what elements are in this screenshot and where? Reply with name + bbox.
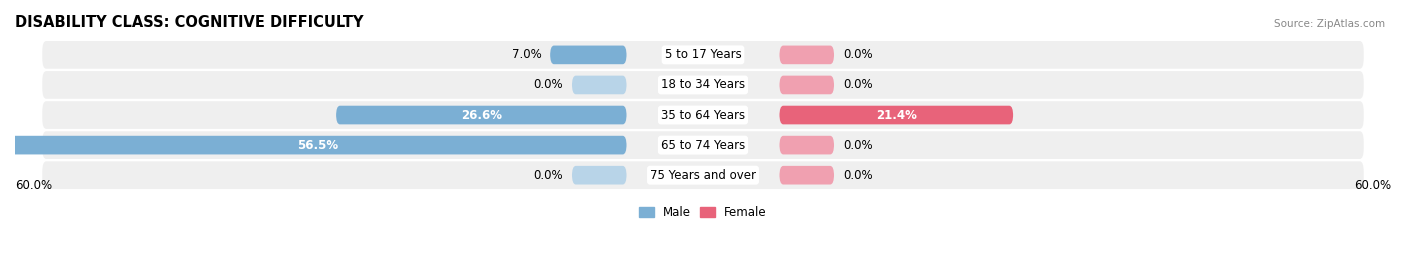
FancyBboxPatch shape <box>42 101 1364 129</box>
FancyBboxPatch shape <box>42 161 1364 189</box>
FancyBboxPatch shape <box>336 106 627 124</box>
FancyBboxPatch shape <box>779 46 834 64</box>
Text: 0.0%: 0.0% <box>534 169 564 182</box>
Text: Source: ZipAtlas.com: Source: ZipAtlas.com <box>1274 19 1385 29</box>
Text: 56.5%: 56.5% <box>298 139 339 152</box>
FancyBboxPatch shape <box>42 41 1364 69</box>
FancyBboxPatch shape <box>779 76 834 94</box>
FancyBboxPatch shape <box>779 166 834 184</box>
FancyBboxPatch shape <box>550 46 627 64</box>
FancyBboxPatch shape <box>572 76 627 94</box>
FancyBboxPatch shape <box>10 136 627 154</box>
Text: 75 Years and over: 75 Years and over <box>650 169 756 182</box>
FancyBboxPatch shape <box>779 136 834 154</box>
Text: 60.0%: 60.0% <box>1354 179 1391 192</box>
Text: 0.0%: 0.0% <box>842 79 872 91</box>
FancyBboxPatch shape <box>42 131 1364 159</box>
Text: 18 to 34 Years: 18 to 34 Years <box>661 79 745 91</box>
Legend: Male, Female: Male, Female <box>634 202 772 224</box>
Text: 65 to 74 Years: 65 to 74 Years <box>661 139 745 152</box>
Text: 7.0%: 7.0% <box>512 49 541 61</box>
Text: 0.0%: 0.0% <box>842 169 872 182</box>
FancyBboxPatch shape <box>42 71 1364 99</box>
Text: 60.0%: 60.0% <box>15 179 52 192</box>
Text: 26.6%: 26.6% <box>461 109 502 122</box>
FancyBboxPatch shape <box>779 106 1014 124</box>
FancyBboxPatch shape <box>572 166 627 184</box>
Text: 0.0%: 0.0% <box>842 139 872 152</box>
Text: 5 to 17 Years: 5 to 17 Years <box>665 49 741 61</box>
Text: 35 to 64 Years: 35 to 64 Years <box>661 109 745 122</box>
Text: 0.0%: 0.0% <box>842 49 872 61</box>
Text: DISABILITY CLASS: COGNITIVE DIFFICULTY: DISABILITY CLASS: COGNITIVE DIFFICULTY <box>15 15 364 30</box>
Text: 0.0%: 0.0% <box>534 79 564 91</box>
Text: 21.4%: 21.4% <box>876 109 917 122</box>
